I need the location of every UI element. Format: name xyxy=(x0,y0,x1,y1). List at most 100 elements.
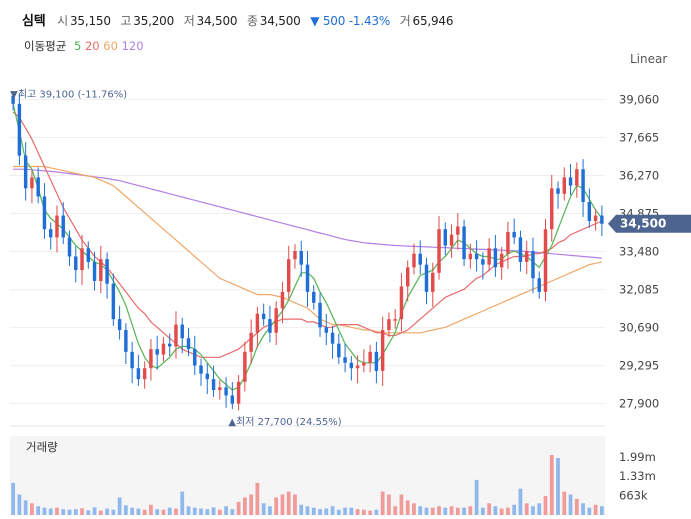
candle-body xyxy=(318,302,322,328)
candle-body xyxy=(11,95,15,104)
volume-bar xyxy=(48,508,53,515)
candle-body xyxy=(562,177,567,194)
candle-body xyxy=(293,251,297,260)
candle-body xyxy=(506,231,510,254)
candle-body xyxy=(337,343,341,358)
volume-bar xyxy=(324,508,329,515)
volume-bar xyxy=(368,510,373,515)
volume-bar xyxy=(593,504,598,515)
volume-bar xyxy=(61,509,66,515)
volume-bar xyxy=(211,507,216,515)
volume-bar xyxy=(11,482,16,515)
candle-body xyxy=(499,253,504,268)
volume-bar xyxy=(355,509,360,515)
high-value: 35,200 xyxy=(133,14,175,28)
candle-body xyxy=(449,234,454,246)
volume-bar xyxy=(92,507,97,515)
volume-bar xyxy=(142,509,147,515)
volume-bar xyxy=(330,506,335,515)
volume-bar xyxy=(437,506,441,515)
last-price-label: 34,500 xyxy=(620,217,666,231)
change-value: ▼ 500 -1.43% xyxy=(310,14,391,28)
price-tick-label: 36,270 xyxy=(619,168,659,182)
volume-panel-title: 거래량 xyxy=(26,440,58,454)
volume-bar xyxy=(430,507,435,515)
volume-bar xyxy=(205,509,210,515)
candle-body xyxy=(36,177,40,197)
last-price-badge xyxy=(608,214,691,233)
candle-body xyxy=(92,261,97,281)
volume-bar xyxy=(55,507,59,515)
volume-bar xyxy=(161,509,166,515)
volume-bar xyxy=(493,506,498,515)
high-marker-label: ▼최고 39,100 (-11.76%) xyxy=(10,88,127,100)
candle-body xyxy=(111,283,116,320)
candle-body xyxy=(462,226,466,260)
candle-body xyxy=(593,215,598,222)
candle-body xyxy=(468,253,473,260)
volume-bar xyxy=(217,509,222,515)
candle-body xyxy=(299,251,303,265)
candle-body xyxy=(80,248,84,271)
candle-body xyxy=(405,267,410,287)
candle-body xyxy=(174,324,178,347)
ma60-line xyxy=(13,165,603,334)
volume-bar xyxy=(531,506,535,515)
candle-body xyxy=(74,256,78,271)
candle-body xyxy=(575,169,579,186)
volume-bar xyxy=(86,510,91,515)
candle-body xyxy=(524,251,529,262)
volume-bar xyxy=(474,479,479,515)
candle-body xyxy=(86,248,91,262)
candle-body xyxy=(424,264,429,292)
volume-bar xyxy=(443,507,448,515)
volume-bar xyxy=(418,506,423,515)
candle-body xyxy=(487,248,491,265)
ma-legend: 이동평균 5 20 60 120 xyxy=(24,38,144,54)
candle-body xyxy=(193,349,197,366)
candle-body xyxy=(205,373,210,380)
volume-bar xyxy=(311,507,316,515)
volume-bar xyxy=(280,494,285,515)
volume-bar xyxy=(506,507,510,515)
candle-body xyxy=(23,155,28,189)
scale-toggle-button[interactable]: Linear xyxy=(630,52,668,66)
ma5-label: 5 xyxy=(73,39,82,53)
volume-label: 거 xyxy=(399,14,411,28)
candle-body xyxy=(274,308,278,333)
ma60-label: 60 xyxy=(103,39,118,53)
volume-bar xyxy=(449,506,454,515)
candle-body xyxy=(61,215,65,238)
close-label: 종 xyxy=(246,14,258,28)
volume-bar xyxy=(556,457,560,515)
candle-body xyxy=(55,215,59,238)
candle-body xyxy=(249,332,253,352)
volume-bar xyxy=(30,503,34,515)
candle-body xyxy=(518,237,523,262)
candle-body xyxy=(437,229,441,273)
candle-body xyxy=(286,259,291,292)
volume-bar xyxy=(268,506,272,515)
volume-bar xyxy=(399,494,404,515)
candle-body xyxy=(431,272,435,292)
volume-bar xyxy=(393,506,398,515)
candle-body xyxy=(355,365,360,369)
candle-body xyxy=(474,253,479,260)
volume-bar xyxy=(462,507,466,515)
candle-body xyxy=(261,313,266,320)
candle-body xyxy=(380,330,385,371)
volume-bar xyxy=(305,506,310,515)
low-label: 저 xyxy=(183,14,195,28)
candle-body xyxy=(280,291,285,309)
high-label: 고 xyxy=(120,14,132,28)
candle-body xyxy=(42,196,47,230)
candle-body xyxy=(537,278,541,292)
ma20-label: 20 xyxy=(84,39,100,53)
candle-body xyxy=(224,387,228,396)
open-label: 시 xyxy=(57,14,68,28)
candle-body xyxy=(199,365,203,374)
volume-bar xyxy=(230,509,235,515)
volume-bar xyxy=(336,509,341,515)
volume-bar xyxy=(274,497,279,515)
